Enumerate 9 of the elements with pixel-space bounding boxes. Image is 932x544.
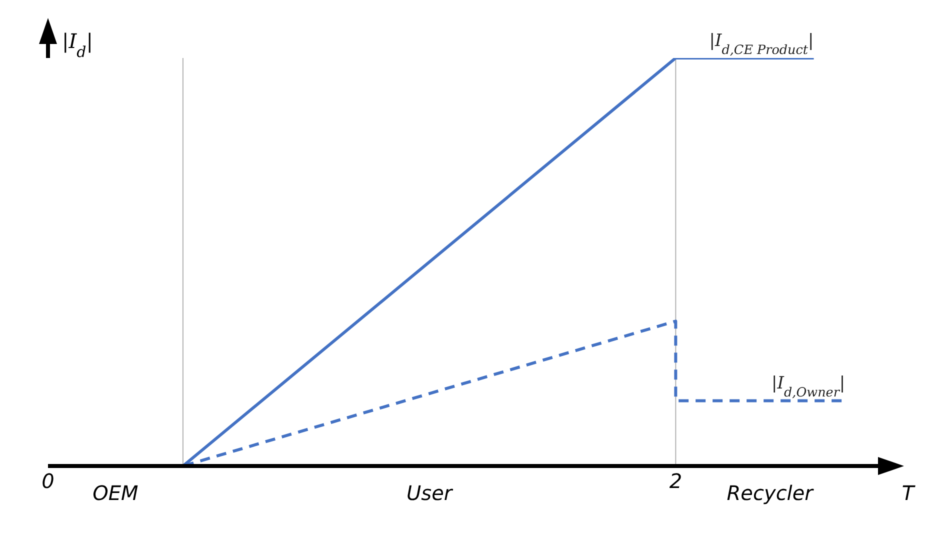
x-tick-label: 2 — [669, 469, 682, 494]
series-label: |I$_{d,CE Product}$| — [709, 31, 814, 58]
series-label: |I$_{d,Owner}$| — [772, 374, 846, 400]
text: OEM — [92, 481, 138, 505]
x-tick-label: 0 — [42, 469, 54, 494]
text: Recycler — [726, 481, 815, 505]
y-axis-title: |I$_{d}$| — [62, 29, 93, 61]
text: User — [406, 481, 454, 505]
x-axis-title: T — [902, 481, 916, 505]
